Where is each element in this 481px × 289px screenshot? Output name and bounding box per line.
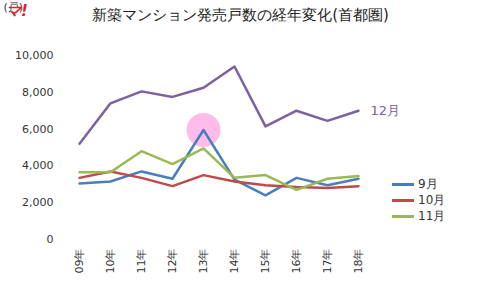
svg-text:13年: 13年 <box>197 249 210 274</box>
svg-text:10年: 10年 <box>104 249 117 274</box>
svg-text:2,000: 2,000 <box>22 196 54 209</box>
html-text:9月: 9月 <box>418 176 438 191</box>
svg-text:0: 0 <box>47 233 54 246</box>
html-text:マ!: マ! <box>6 2 28 20</box>
svg-text:8,000: 8,000 <box>22 86 54 99</box>
svg-text:12年: 12年 <box>166 249 179 274</box>
svg-text:09年: 09年 <box>73 249 86 274</box>
html-text:新築マンション発売戸数の経年変化(首都圏): 新築マンション発売戸数の経年変化(首都圏) <box>92 6 389 24</box>
svg-text:17年: 17年 <box>321 249 334 274</box>
html-text:10月: 10月 <box>418 192 446 207</box>
svg-text:18年: 18年 <box>352 249 365 274</box>
svg-text:10,000: 10,000 <box>15 49 54 62</box>
html-text:11月: 11月 <box>418 208 446 223</box>
svg-text:14年: 14年 <box>228 249 241 274</box>
svg-text:6,000: 6,000 <box>22 123 54 136</box>
svg-text:4,000: 4,000 <box>22 159 54 172</box>
svg-text:11年: 11年 <box>135 249 148 274</box>
svg-text:12月: 12月 <box>371 103 401 118</box>
svg-text:15年: 15年 <box>259 249 272 274</box>
svg-text:16年: 16年 <box>290 249 303 274</box>
